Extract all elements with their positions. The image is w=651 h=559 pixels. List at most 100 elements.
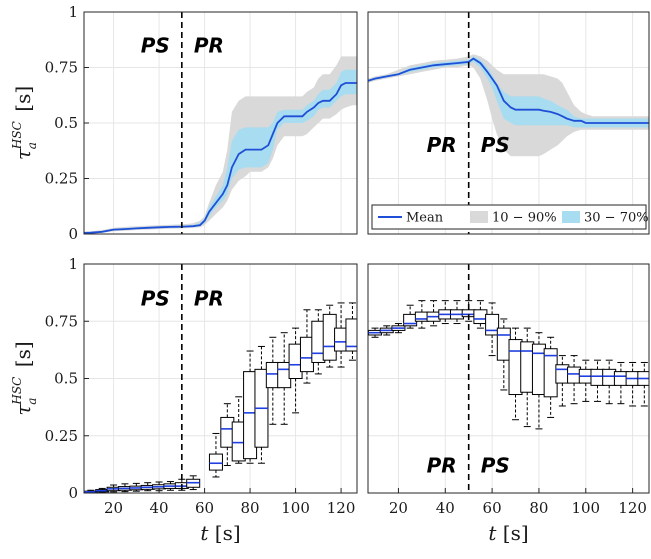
panel-bottom-left: PS PR 0 0.25 0.5 0.75 1 τHSCa [s] 20 40 60 80 100 120…	[10, 255, 358, 545]
xtick-label: 40	[150, 499, 169, 517]
x-axis-label: t [s]	[200, 521, 240, 545]
box-body	[208, 453, 223, 471]
box-3	[403, 304, 418, 329]
band-10-90	[84, 56, 357, 234]
xtick-label: 100	[571, 499, 600, 517]
ylabel-superscript: HSC	[10, 121, 24, 150]
box-body	[496, 327, 511, 361]
box-body	[414, 311, 429, 322]
xlabel-unit: [s]	[496, 521, 528, 545]
xtick-label: 100	[281, 499, 310, 517]
ytick-label: 0.75	[45, 59, 78, 77]
legend-label: Mean	[406, 211, 444, 226]
panel-top-right: PR PS Mean 10 − 90% 30 − 70%	[367, 11, 650, 235]
box-5	[426, 300, 441, 327]
phase-label-right: PR	[194, 33, 224, 57]
phase-label-left: PS	[141, 33, 170, 57]
ytick-label: 0.25	[45, 427, 78, 445]
series-group	[84, 302, 357, 493]
legend-swatch	[562, 211, 580, 223]
box-body	[602, 368, 617, 386]
box-11	[220, 403, 235, 467]
box-18	[578, 359, 593, 402]
xtick-label: 80	[241, 499, 260, 517]
box-10	[208, 432, 223, 478]
band-30-70	[368, 56, 649, 128]
box-14	[254, 345, 269, 464]
box-9	[473, 300, 488, 329]
xtick-label: 20	[104, 499, 123, 517]
ytick-label: 0.5	[54, 370, 78, 388]
box-body	[485, 313, 500, 336]
mean-line	[368, 57, 649, 124]
ytick-label: 0	[68, 225, 78, 243]
box-body	[567, 366, 582, 384]
xtick-label: 60	[195, 499, 214, 517]
ytick-label: 1	[68, 255, 78, 273]
box-20	[322, 304, 337, 368]
box-14	[531, 332, 546, 430]
mean-line	[84, 82, 357, 234]
box-body	[345, 318, 357, 352]
box-19	[311, 309, 326, 375]
xtick-label: 40	[436, 499, 455, 517]
box-9	[186, 475, 201, 491]
box-body	[590, 368, 605, 386]
box-17	[288, 327, 303, 414]
ytick-label: 0.25	[45, 170, 78, 188]
series-group	[368, 300, 649, 430]
box-22	[625, 361, 640, 407]
xlabel-var: t	[200, 521, 209, 545]
xtick-label: 120	[618, 499, 647, 517]
box-16	[277, 332, 292, 425]
phase-label-right: PS	[481, 133, 510, 157]
box-body	[508, 339, 523, 396]
ytick-label: 0.75	[45, 312, 78, 330]
y-axis-label: τHSCa [s]	[10, 86, 39, 160]
xtick-label: 20	[389, 499, 408, 517]
y-axis-label: τHSCa [s]	[10, 341, 39, 415]
box-body	[531, 343, 546, 396]
ytick-label: 0	[68, 484, 78, 502]
legend-label: 10 − 90%	[492, 211, 557, 226]
xlabel-var: t	[488, 521, 497, 545]
box-21	[613, 361, 628, 405]
ylabel-unit: [s]	[11, 86, 35, 118]
ytick-label: 0.5	[54, 114, 78, 132]
series-group	[84, 56, 357, 234]
panel-bottom-right: PR PS 20 40 60 80 100 120 t [s]	[367, 263, 650, 545]
panel-top-left: PS PR 0 0.25 0.5 0.75 1 τHSCa [s]	[10, 3, 358, 243]
box-3	[117, 483, 132, 493]
xtick-label: 60	[483, 499, 502, 517]
series-group	[368, 54, 649, 157]
box-23	[637, 361, 649, 407]
box-10	[485, 302, 500, 357]
phase-label-left: PS	[141, 286, 170, 310]
box-6	[438, 300, 453, 325]
ylabel-symbol: τ	[11, 404, 35, 416]
box-17	[567, 355, 582, 405]
ylabel-unit: [s]	[11, 341, 35, 373]
ylabel-symbol: τ	[11, 148, 35, 160]
legend-label: 30 − 70%	[584, 211, 649, 226]
legend: Mean 10 − 90% 30 − 70%	[371, 204, 649, 230]
band-30-70	[84, 69, 357, 234]
box-body	[555, 364, 570, 384]
box-15	[543, 336, 558, 418]
axes-frame	[367, 263, 650, 494]
phase-label-right: PS	[481, 454, 510, 478]
box-11	[496, 318, 511, 391]
ylabel-superscript: HSC	[10, 377, 24, 406]
box-2	[391, 323, 406, 334]
box-body	[520, 341, 535, 393]
box-13	[243, 350, 258, 464]
box-20	[602, 359, 617, 405]
xlabel-unit: [s]	[208, 521, 240, 545]
ylabel-subscript: a	[25, 398, 39, 405]
x-axis-label: t [s]	[488, 521, 528, 545]
box-4	[129, 482, 144, 492]
box-7	[449, 300, 464, 325]
phase-label-left: PR	[427, 133, 457, 157]
box-body	[613, 371, 628, 386]
